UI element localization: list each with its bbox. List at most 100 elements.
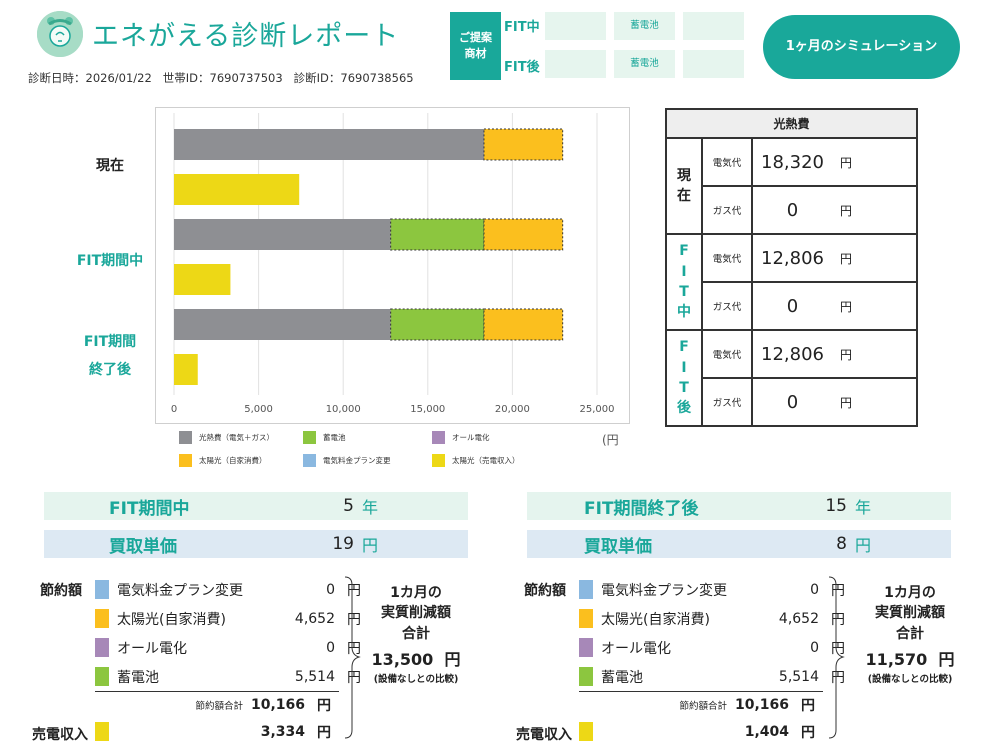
savings-item: オール電化 0 円	[95, 633, 361, 662]
subtotal-row: 節約額合計 10,166 円	[95, 692, 339, 718]
sales-row: 3,334 円	[95, 720, 339, 743]
unit-cell: 円	[832, 377, 918, 427]
price-band: 買取単価 8 円	[527, 530, 951, 558]
diagnosis-id: 7690738565	[340, 71, 414, 85]
legend-item: 蓄電池	[303, 431, 346, 444]
divider	[95, 691, 339, 692]
sales-value: 3,334	[260, 724, 305, 740]
subtotal-label: 節約額合計	[195, 701, 243, 712]
summary-unit: 円	[444, 649, 461, 669]
period-band: FIT期間終了後 15 年	[527, 492, 951, 520]
date-label: 診断日時：	[28, 71, 86, 85]
unit-cell: 円	[832, 281, 918, 331]
item-name: オール電化	[601, 640, 671, 657]
unit-cell: 円	[832, 233, 918, 283]
sale-bar	[174, 264, 231, 295]
table-row: ガス代 0 円	[666, 185, 918, 235]
category-fit-after-line2: 終了後	[89, 362, 131, 378]
item-value: 4,652	[294, 610, 335, 627]
cost-chart: 0 5,000 10,000 15,000 20,000 25,000	[171, 113, 615, 415]
price-value: 19	[332, 534, 354, 554]
swatch	[95, 609, 109, 628]
price-band: 買取単価 19 円	[44, 530, 468, 558]
savings-item: 太陽光(自家消費) 4,652 円	[579, 604, 845, 633]
fit-during-label: FIT中	[504, 20, 540, 35]
legend-swatch	[303, 431, 316, 444]
legend-label: 電気料金プラン変更	[323, 456, 391, 465]
swatch	[95, 638, 109, 657]
report-meta: 診断日時：2026/01/22 世帯ID：7690737503 診断ID：769…	[28, 70, 414, 86]
bar-segment	[174, 129, 484, 160]
sales-label: 売電収入	[516, 727, 572, 743]
report-date: 2026/01/22	[85, 71, 152, 85]
item-unit: 円	[347, 669, 361, 686]
summary-unit: 円	[938, 649, 955, 669]
item-unit: 円	[831, 640, 845, 657]
bar-segment	[483, 218, 564, 251]
category-current: 現在	[96, 158, 124, 174]
proposal-slot	[545, 12, 606, 40]
bar-segment	[483, 128, 564, 161]
legend-label: 光熱費（電気＋ガス）	[199, 433, 274, 442]
legend-swatch	[179, 431, 192, 444]
group-current: 現在	[665, 137, 703, 235]
kind-cell: ガス代	[701, 281, 753, 331]
summary-line3: 合計	[896, 625, 924, 642]
legend-item: 電気料金プラン変更	[303, 454, 391, 467]
item-name: 電気料金プラン変更	[117, 582, 243, 599]
summary-value: 13,500	[371, 649, 434, 669]
summary-note: (設備なしとの比較)	[373, 674, 459, 686]
kind-cell: 電気代	[701, 233, 753, 283]
bar-segment	[390, 308, 485, 341]
household-id: 7690737503	[209, 71, 283, 85]
price-label: 買取単価	[109, 536, 177, 557]
sale-bar	[174, 354, 198, 385]
brace-icon	[828, 576, 845, 739]
sales-row: 1,404 円	[579, 720, 823, 743]
period-label: FIT期間中	[109, 498, 190, 519]
proposal-slot-battery: 蓄電池	[614, 12, 675, 40]
item-name: 蓄電池	[117, 669, 159, 686]
price-unit: 円	[855, 536, 872, 555]
savings-item: 蓄電池 5,514 円	[579, 662, 845, 691]
savings-item: 蓄電池 5,514 円	[95, 662, 361, 691]
period-unit: 年	[855, 498, 872, 517]
savings-item: 電気料金プラン変更 0 円	[579, 575, 845, 604]
item-name: 蓄電池	[601, 669, 643, 686]
fit-after-label: FIT後	[504, 60, 540, 75]
legend-item: 太陽光（売電収入）	[432, 454, 520, 467]
swatch	[579, 580, 593, 599]
summary-line1: 1カ月の	[884, 585, 936, 601]
brace-icon	[344, 576, 361, 739]
proposal-line2: 商材	[464, 47, 487, 60]
item-value: 0	[810, 581, 819, 598]
period-unit: 年	[362, 498, 379, 517]
subtotal-unit: 円	[801, 698, 815, 714]
savings-label: 節約額	[40, 583, 82, 599]
sales-label: 売電収入	[32, 727, 88, 743]
simulation-button[interactable]: 1ヶ月のシミュレーション	[763, 15, 960, 79]
proposal-slot	[683, 50, 744, 78]
savings-list: 電気料金プラン変更 0 円 太陽光(自家消費) 4,652 円 オール電化 0 円 蓄電池 5…	[95, 575, 361, 691]
proposal-label: ご提案 商材	[450, 12, 501, 80]
item-value: 0	[810, 639, 819, 656]
legend-swatch	[432, 454, 445, 467]
item-unit: 円	[831, 611, 845, 628]
diagnosis-label: 診断ID：	[293, 71, 341, 85]
item-value: 5,514	[778, 668, 819, 685]
battery-label: 蓄電池	[630, 20, 659, 31]
value-cell: 12,806	[751, 329, 832, 379]
table-row: ガス代 0 円	[666, 377, 918, 427]
swatch	[579, 609, 593, 628]
logo-icon	[37, 11, 83, 57]
subtotal-row: 節約額合計 10,166 円	[579, 692, 823, 718]
period-value: 15	[825, 496, 847, 516]
summary-line2: 実質削減額	[875, 605, 945, 622]
summary-box: 1カ月の 実質削減額 合計 11,570 円 (設備なしとの比較)	[850, 583, 970, 687]
item-value: 0	[326, 581, 335, 598]
